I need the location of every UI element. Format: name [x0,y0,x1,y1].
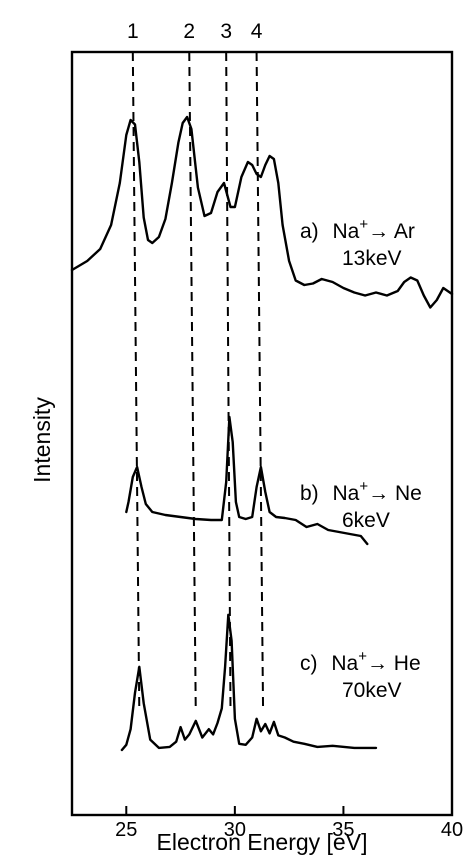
x-tick-label: 35 [332,819,354,841]
series-label-part: Na [333,220,360,243]
guide-line [188,51,197,713]
series-label-part: a) [300,220,325,243]
series-label-part: Na [331,652,358,675]
guide-line-label: 4 [251,20,263,43]
x-tick-label: 40 [441,819,463,841]
x-axis-label: Electron Energy [eV] [157,829,368,855]
guide-line [255,51,265,713]
spectrum-line-series-1 [70,115,454,309]
spectrum-line-series-2 [125,415,369,546]
series-label-energy: 70keV [342,679,402,702]
series-label-part: → [368,482,395,505]
series-label-part: + [359,216,368,233]
series-label-reaction: a) Na+→ Ar [300,216,415,243]
series-label-part: → [368,220,394,243]
guide-line-label: 3 [220,20,232,43]
series-label-part: c) [300,652,323,675]
series-label-part: Na [333,482,360,505]
y-axis-label: Intensity [29,397,55,483]
guide-line-label: 2 [183,20,195,43]
series-label-part: He [394,652,421,675]
series-label-part: + [358,648,367,665]
series-label-reaction: c) Na+→ He [300,648,421,675]
x-tick-label: 30 [224,819,246,841]
series-label-part: → [367,652,394,675]
series-label-reaction: b) Na+→ Ne [300,478,422,505]
x-axis-ticks: 25 30 35 40 [115,806,463,841]
guide-line [225,51,232,713]
spectrum-traces [70,115,454,752]
x-tick-label: 25 [115,819,137,841]
series-label-energy: 6keV [342,509,390,532]
spectrum-line-series-3 [120,613,378,752]
plot-frame [70,50,454,817]
series-label-part: Ne [395,482,422,505]
series-label-part: b) [300,482,325,505]
series-label-part: Ar [394,220,415,243]
guide-line-label: 1 [127,20,139,43]
guide-line [131,51,141,713]
series-label-part: + [359,478,368,495]
series-label-energy: 13keV [342,247,402,270]
